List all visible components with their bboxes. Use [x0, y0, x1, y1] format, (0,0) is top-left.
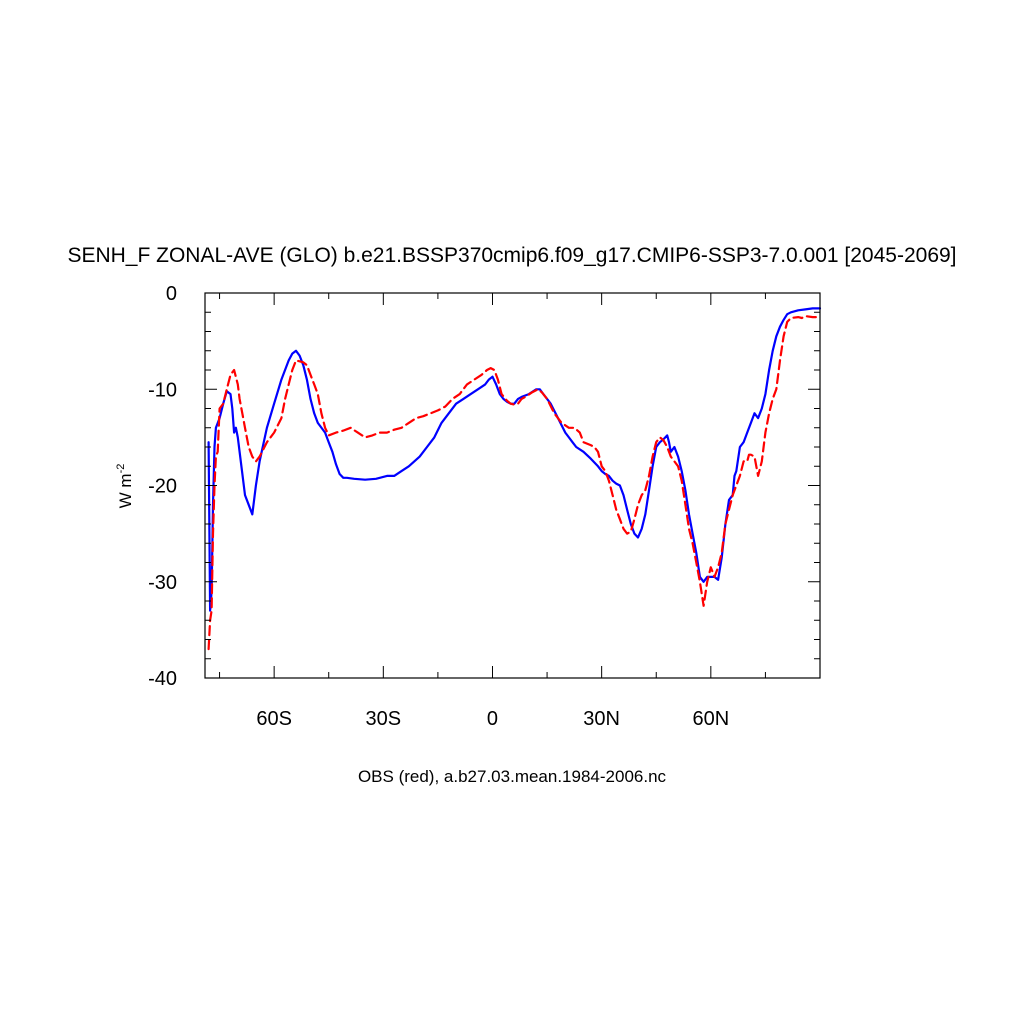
x-tick-label: 30S [366, 708, 402, 730]
y-tick-label: -40 [148, 668, 177, 690]
x-tick-label: 60S [256, 708, 292, 730]
y-tick-labels: 0 -10 -20 -30 -40 [148, 283, 177, 690]
y-tick-label: 0 [166, 283, 177, 305]
y-axis-label-text: W m [116, 473, 135, 508]
series-line-2 [207, 315, 822, 651]
chart-title: SENH_F ZONAL-AVE (GLO) b.e21.BSSP370cmip… [67, 244, 956, 267]
series-line-1 [207, 307, 822, 612]
x-tick-label: 30N [583, 708, 620, 730]
y-axis-label: W m-2 [115, 464, 135, 509]
y-tick-label: -30 [148, 572, 177, 594]
y-tick-label: -10 [148, 379, 177, 401]
y-tick-label: -20 [148, 476, 177, 498]
series-layer [207, 307, 822, 651]
x-tick-labels: 60S 30S 0 30N 60N [256, 708, 729, 730]
x-tick-label: 0 [487, 708, 498, 730]
x-tick-label: 60N [692, 708, 729, 730]
y-axis-label-superscript: -2 [115, 464, 127, 474]
x-axis-label: OBS (red), a.b27.03.mean.1984-2006.nc [358, 767, 667, 786]
tick-layer [205, 292, 821, 679]
